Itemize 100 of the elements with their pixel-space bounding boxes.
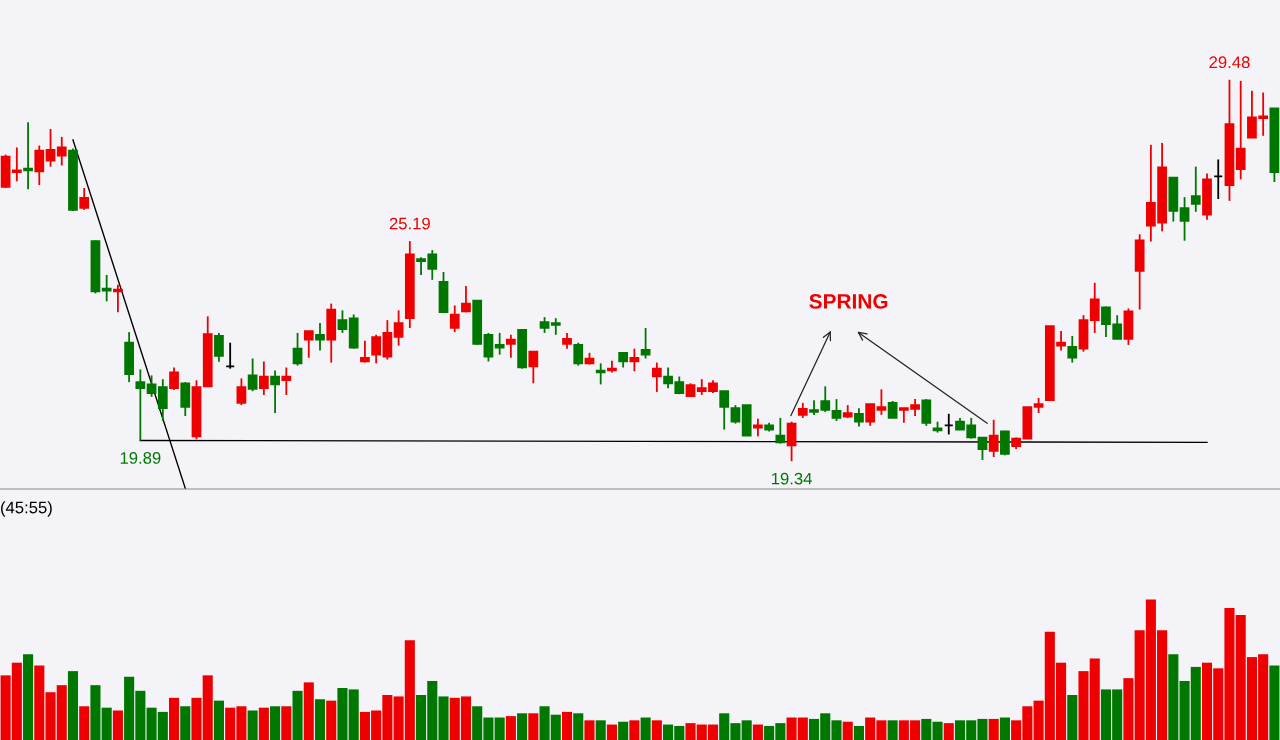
candlestick — [483, 331, 494, 363]
bar — [258, 707, 269, 740]
bar — [561, 711, 573, 740]
bar — [640, 717, 651, 740]
candlestick — [1089, 281, 1100, 334]
bar — [90, 685, 101, 740]
annotation: 25.19 — [389, 217, 430, 230]
bar — [528, 713, 539, 740]
candlestick — [854, 407, 864, 428]
candlestick — [629, 347, 640, 373]
bar — [618, 721, 629, 740]
candlestick — [651, 361, 662, 393]
annotation: 29.48 — [1209, 56, 1250, 69]
candlestick — [360, 339, 370, 364]
candlestick — [34, 144, 45, 186]
candlestick — [146, 374, 157, 398]
candlestick — [1179, 196, 1190, 242]
bar — [1168, 654, 1179, 740]
bar — [180, 706, 191, 740]
candlestick — [876, 388, 887, 416]
candlestick — [101, 274, 112, 303]
bar — [281, 706, 292, 740]
candlestick — [494, 331, 505, 356]
candlestick — [56, 136, 67, 167]
candlestick — [528, 350, 539, 385]
bar — [247, 710, 258, 740]
candlestick — [393, 309, 404, 347]
candlestick — [1067, 335, 1078, 364]
bar — [1123, 678, 1134, 740]
candlestick — [79, 187, 90, 211]
bar — [270, 706, 281, 740]
candlestick — [831, 398, 842, 422]
candlestick — [315, 322, 325, 352]
bar — [999, 717, 1010, 740]
bar — [101, 707, 112, 740]
candlestick — [988, 418, 999, 458]
bar — [517, 713, 528, 740]
candlestick — [719, 390, 730, 431]
bar — [741, 720, 752, 740]
candlestick — [865, 403, 876, 427]
candlestick — [1235, 79, 1246, 181]
candlestick — [258, 360, 269, 396]
annotation: 19.89 — [120, 452, 161, 464]
bar — [505, 716, 516, 740]
bar — [651, 720, 662, 740]
bar — [1269, 665, 1280, 740]
bar — [853, 725, 864, 740]
bar — [595, 720, 606, 740]
bar — [23, 654, 34, 740]
bar — [213, 700, 224, 740]
candlestick — [169, 366, 179, 391]
candlestick — [921, 398, 932, 427]
bar — [168, 697, 180, 740]
bar — [494, 717, 505, 740]
candlestick — [775, 417, 786, 445]
bar — [887, 720, 898, 740]
candlestick — [292, 331, 303, 367]
candlestick — [303, 330, 314, 359]
bar — [629, 720, 640, 740]
candlestick — [45, 128, 56, 168]
candlestick — [214, 331, 224, 363]
candlestick — [595, 362, 606, 386]
bar — [842, 721, 853, 740]
candlestick — [113, 283, 123, 314]
bar — [79, 706, 90, 740]
annotation: 19.34 — [772, 472, 812, 485]
candlestick — [157, 378, 168, 422]
bar — [584, 720, 595, 740]
candlestick — [23, 121, 33, 191]
candlestick — [506, 333, 516, 359]
candlestick — [247, 357, 258, 393]
candlestick — [640, 327, 651, 360]
candlestick — [730, 404, 741, 425]
bar — [1067, 695, 1078, 740]
text: (45:55) — [1, 501, 52, 517]
annotation: SPRING — [809, 294, 888, 309]
candlestick — [180, 381, 191, 417]
candlestick — [11, 146, 22, 183]
bar — [67, 671, 79, 740]
bar — [752, 724, 763, 740]
bar — [326, 700, 337, 740]
bar — [943, 723, 954, 740]
candlestick — [786, 420, 797, 463]
candlestick — [573, 341, 584, 367]
bar — [112, 710, 123, 740]
candlestick — [135, 368, 146, 442]
candlestick — [1190, 165, 1201, 213]
candlestick — [236, 377, 247, 407]
bar — [314, 699, 326, 740]
candlestick — [977, 436, 988, 461]
bar — [303, 682, 314, 740]
bar — [573, 713, 584, 740]
candlestick — [461, 284, 471, 314]
candlestick — [281, 366, 292, 396]
candlestick — [337, 309, 348, 334]
bar — [292, 690, 303, 740]
bar — [606, 724, 617, 740]
candlestick — [449, 304, 460, 334]
candlestick — [270, 369, 280, 414]
bar — [988, 718, 999, 740]
